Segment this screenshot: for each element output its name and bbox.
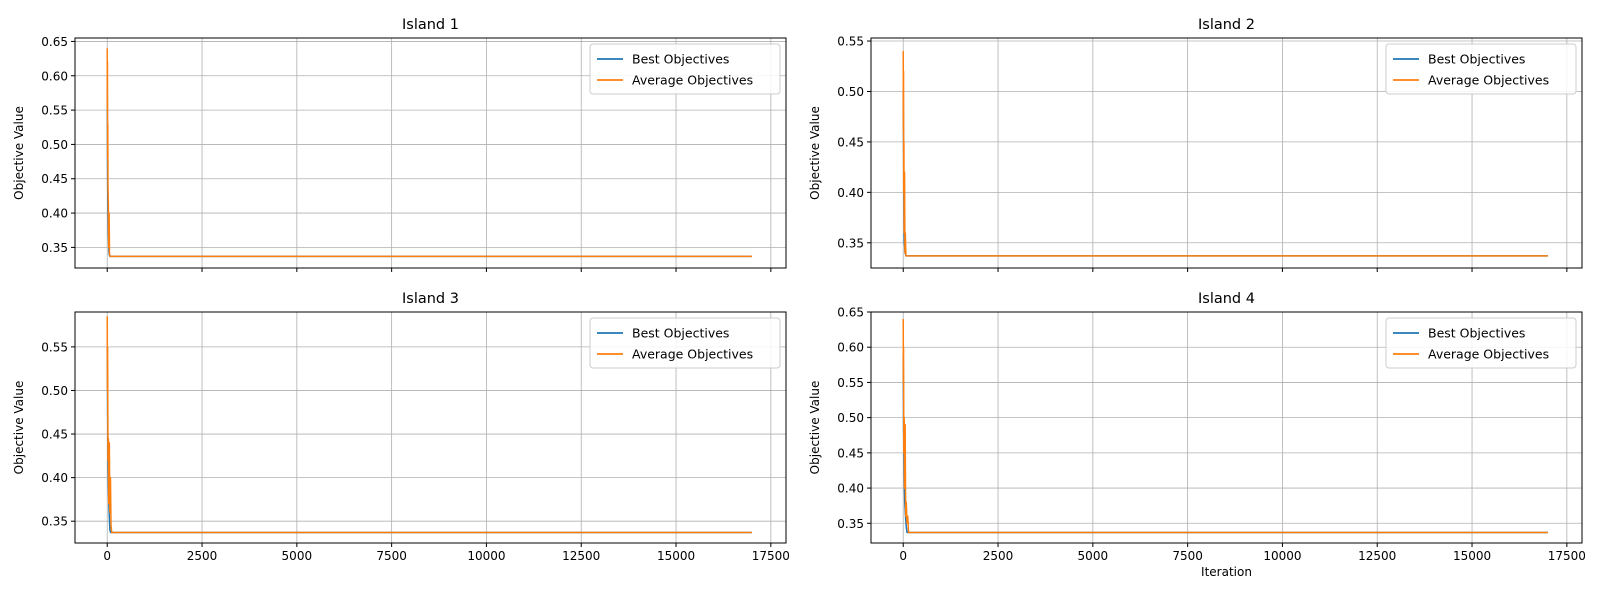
x-tick-label: 10000 [1263, 549, 1301, 563]
legend-box [1385, 43, 1577, 95]
x-tick-label: 2500 [983, 549, 1014, 563]
y-tick-label: 0.50 [837, 411, 864, 425]
y-tick-label: 0.50 [41, 138, 68, 152]
legend-label-average-objectives: Average Objectives [632, 73, 753, 88]
legend: Best Objectives Average Objectives [589, 317, 781, 369]
y-axis-label: Objective Value [808, 381, 822, 475]
y-tick-label: 0.65 [837, 306, 864, 320]
y-tick-label: 0.35 [41, 241, 68, 255]
x-tick-label: 15000 [657, 549, 695, 563]
x-tick-label: 7500 [1172, 549, 1203, 563]
legend-label-best-objectives: Best Objectives [1428, 326, 1525, 341]
axes-frame [74, 311, 787, 544]
y-axis-label: Objective Value [12, 106, 26, 200]
series-line-best-objectives [902, 354, 1548, 534]
x-axis-label: Iteration [1201, 565, 1252, 579]
x-tick-label: 5000 [282, 549, 313, 563]
legend-label-average-objectives: Average Objectives [632, 347, 753, 362]
y-tick-label: 0.55 [41, 104, 68, 118]
legend: Best Objectives Average Objectives [1385, 317, 1577, 369]
y-tick-label: 0.60 [837, 341, 864, 355]
legend-label-average-objectives: Average Objectives [1428, 347, 1549, 362]
y-tick-label: 0.35 [837, 517, 864, 531]
subplot-title: Island 4 [1198, 291, 1255, 307]
x-tick-label: 2500 [187, 549, 218, 563]
legend-label-best-objectives: Best Objectives [1428, 52, 1525, 67]
y-tick-label: 0.40 [41, 207, 68, 221]
x-tick-label: 12500 [1358, 549, 1396, 563]
subplot-1: 0.35 0.40 0.45 0.50 0.55 0.60 0.65 Island 1 Obje… [12, 17, 787, 272]
y-tick-label: 0.40 [41, 471, 68, 485]
series-line-best-objectives [106, 75, 752, 258]
x-tick-label: 0 [103, 549, 111, 563]
series-line-average-objectives [902, 319, 1548, 534]
legend-label-best-objectives: Best Objectives [632, 52, 729, 67]
y-tick-label: 0.45 [41, 172, 68, 186]
y-tick-label: 0.45 [837, 135, 864, 149]
x-tick-label: 10000 [467, 549, 505, 563]
series-line-average-objectives [106, 316, 752, 534]
y-tick-label: 0.40 [837, 186, 864, 200]
x-tick-label: 5000 [1078, 549, 1109, 563]
x-tick-label: 17500 [752, 549, 790, 563]
y-tick-label: 0.65 [41, 35, 68, 49]
x-tick-label: 17500 [1548, 549, 1586, 563]
legend-label-average-objectives: Average Objectives [1428, 73, 1549, 88]
subplot-3: 0 2500 5000 7500 10000 12500 15000 17500 0.35 0.4… [12, 291, 790, 563]
legend: Best Objectives Average Objectives [1385, 43, 1577, 95]
legend-box [589, 43, 781, 95]
y-axis-label: Objective Value [808, 106, 822, 200]
y-tick-label: 0.35 [837, 236, 864, 250]
y-tick-label: 0.40 [837, 482, 864, 496]
legend-box [1385, 317, 1577, 369]
subplot-title: Island 3 [402, 291, 459, 307]
y-tick-label: 0.50 [41, 384, 68, 398]
series-line-average-objectives [106, 48, 752, 258]
y-tick-label: 0.45 [41, 428, 68, 442]
legend: Best Objectives Average Objectives [589, 43, 781, 95]
x-tick-label: 12500 [562, 549, 600, 563]
legend-box [589, 317, 781, 369]
y-tick-label: 0.55 [837, 376, 864, 390]
y-axis-label: Objective Value [12, 381, 26, 475]
subplot-2: 0.35 0.40 0.45 0.50 0.55 Island 2 Objective Va… [808, 17, 1583, 272]
y-tick-label: 0.55 [41, 340, 68, 354]
x-tick-label: 0 [899, 549, 907, 563]
subplot-4: 0 2500 5000 7500 10000 12500 15000 17500 0.35 0.4… [808, 291, 1586, 579]
x-tick-label: 7500 [376, 549, 407, 563]
axes-frame [74, 37, 787, 269]
series-line-best-objectives [106, 346, 752, 534]
x-tick-label: 15000 [1453, 549, 1491, 563]
y-tick-label: 0.60 [41, 69, 68, 83]
axes-frame [870, 37, 1583, 269]
series-line-average-objectives [902, 51, 1548, 257]
subplot-title: Island 2 [1198, 17, 1255, 33]
series-line-best-objectives [902, 91, 1548, 257]
y-tick-label: 0.35 [41, 515, 68, 529]
y-tick-label: 0.55 [837, 35, 864, 49]
axes-frame [870, 311, 1583, 544]
legend-label-best-objectives: Best Objectives [632, 326, 729, 341]
subplot-title: Island 1 [402, 17, 459, 33]
y-tick-label: 0.45 [837, 446, 864, 460]
y-tick-label: 0.50 [837, 85, 864, 99]
